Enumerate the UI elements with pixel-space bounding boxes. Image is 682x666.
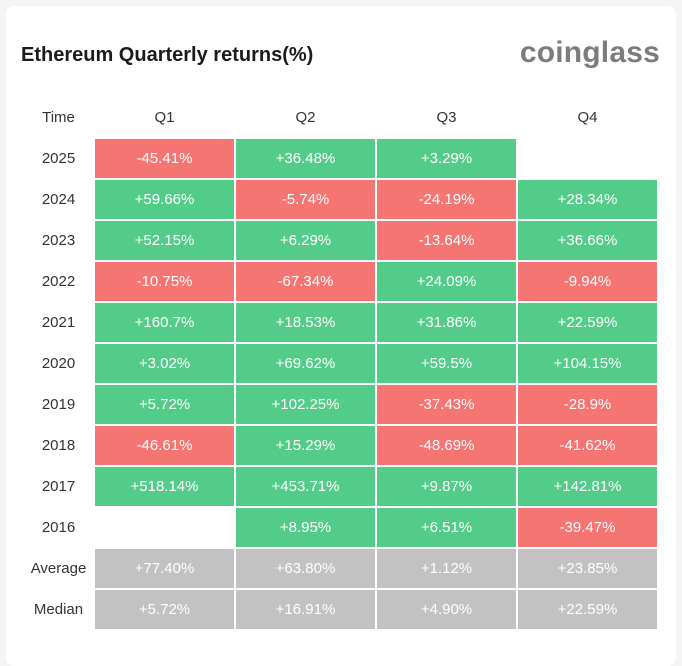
return-cell-q4: -39.47% [518,508,657,547]
table-body: 2025 -45.41% +36.48% +3.29% 2024 +59.66% -5.74… [24,139,657,629]
year-row-2023: 2023 +52.15% +6.29% -13.64% +36.66% [24,221,657,260]
row-label: 2024 [41,191,76,208]
header-row: Time Q1 Q2 Q3 Q4 [24,97,657,137]
row-label: Average [30,560,87,577]
return-cell-q2: +15.29% [236,426,375,465]
return-cell-q1: +5.72% [95,385,234,424]
return-cell-q1: +77.40% [95,549,234,588]
return-cell-q4: -41.62% [518,426,657,465]
column-header-q3: Q3 [436,108,457,126]
return-cell-q2: +6.29% [236,221,375,260]
year-row-2020: 2020 +3.02% +69.62% +59.5% +104.15% [24,344,657,383]
row-label: 2016 [41,519,76,536]
return-cell-q2: +8.95% [236,508,375,547]
return-cell-q4: +142.81% [518,467,657,506]
return-cell-q2: +63.80% [236,549,375,588]
row-label: 2023 [41,232,76,249]
return-cell-q1: -46.61% [95,426,234,465]
return-cell-q3: -48.69% [377,426,516,465]
empty-cell [95,508,234,547]
year-row-2016: 2016 +8.95% +6.51% -39.47% [24,508,657,547]
summary-row-median: Median +5.72% +16.91% +4.90% +22.59% [24,590,657,629]
return-cell-q1: +5.72% [95,590,234,629]
return-cell-q2: +69.62% [236,344,375,383]
return-cell-q1: +3.02% [95,344,234,383]
row-label: 2025 [41,150,76,167]
return-cell-q2: +18.53% [236,303,375,342]
return-cell-q4: -9.94% [518,262,657,301]
return-cell-q1: +59.66% [95,180,234,219]
return-cell-q3: +31.86% [377,303,516,342]
return-cell-q1: +52.15% [95,221,234,260]
return-cell-q4: +28.34% [518,180,657,219]
row-label: 2018 [41,437,76,454]
column-header-q1: Q1 [154,108,175,126]
row-label: 2020 [41,355,76,372]
row-label: 2022 [41,273,76,290]
year-row-2022: 2022 -10.75% -67.34% +24.09% -9.94% [24,262,657,301]
return-cell-q1: -45.41% [95,139,234,178]
return-cell-q3: +3.29% [377,139,516,178]
return-cell-q2: -67.34% [236,262,375,301]
return-cell-q2: +16.91% [236,590,375,629]
return-cell-q3: -24.19% [377,180,516,219]
return-cell-q4: +22.59% [518,590,657,629]
summary-row-average: Average +77.40% +63.80% +1.12% +23.85% [24,549,657,588]
year-row-2018: 2018 -46.61% +15.29% -48.69% -41.62% [24,426,657,465]
return-cell-q3: +59.5% [377,344,516,383]
returns-table: Time Q1 Q2 Q3 Q4 2025 -45.41% +36.48% +3.29… [22,95,659,631]
return-cell-q2: -5.74% [236,180,375,219]
return-cell-q4: -28.9% [518,385,657,424]
return-cell-q4: +36.66% [518,221,657,260]
return-cell-q3: +4.90% [377,590,516,629]
return-cell-q3: +9.87% [377,467,516,506]
return-cell-q3: +1.12% [377,549,516,588]
return-cell-q3: -37.43% [377,385,516,424]
column-header-q4: Q4 [577,108,598,126]
row-label: 2021 [41,314,76,331]
year-row-2021: 2021 +160.7% +18.53% +31.86% +22.59% [24,303,657,342]
return-cell-q4: +22.59% [518,303,657,342]
return-cell-q2: +453.71% [236,467,375,506]
return-cell-q4: +23.85% [518,549,657,588]
row-label: Median [33,601,84,618]
row-label: 2019 [41,396,76,413]
return-cell-q3: +6.51% [377,508,516,547]
returns-card: Ethereum Quarterly returns(%) coinglass … [6,6,676,666]
return-cell-q2: +102.25% [236,385,375,424]
return-cell-q1: -10.75% [95,262,234,301]
column-header-q2: Q2 [295,108,316,126]
return-cell-q2: +36.48% [236,139,375,178]
row-label: 2017 [41,478,76,495]
return-cell-q1: +518.14% [95,467,234,506]
year-row-2024: 2024 +59.66% -5.74% -24.19% +28.34% [24,180,657,219]
chart-title: Ethereum Quarterly returns(%) [21,44,314,66]
return-cell-q1: +160.7% [95,303,234,342]
year-row-2019: 2019 +5.72% +102.25% -37.43% -28.9% [24,385,657,424]
brand-logo: coinglass [519,36,660,69]
return-cell-q3: -13.64% [377,221,516,260]
column-header-time: Time [42,108,75,126]
year-row-2025: 2025 -45.41% +36.48% +3.29% [24,139,657,178]
return-cell-q4: +104.15% [518,344,657,383]
return-cell-q3: +24.09% [377,262,516,301]
year-row-2017: 2017 +518.14% +453.71% +9.87% +142.81% [24,467,657,506]
empty-cell [518,139,657,178]
